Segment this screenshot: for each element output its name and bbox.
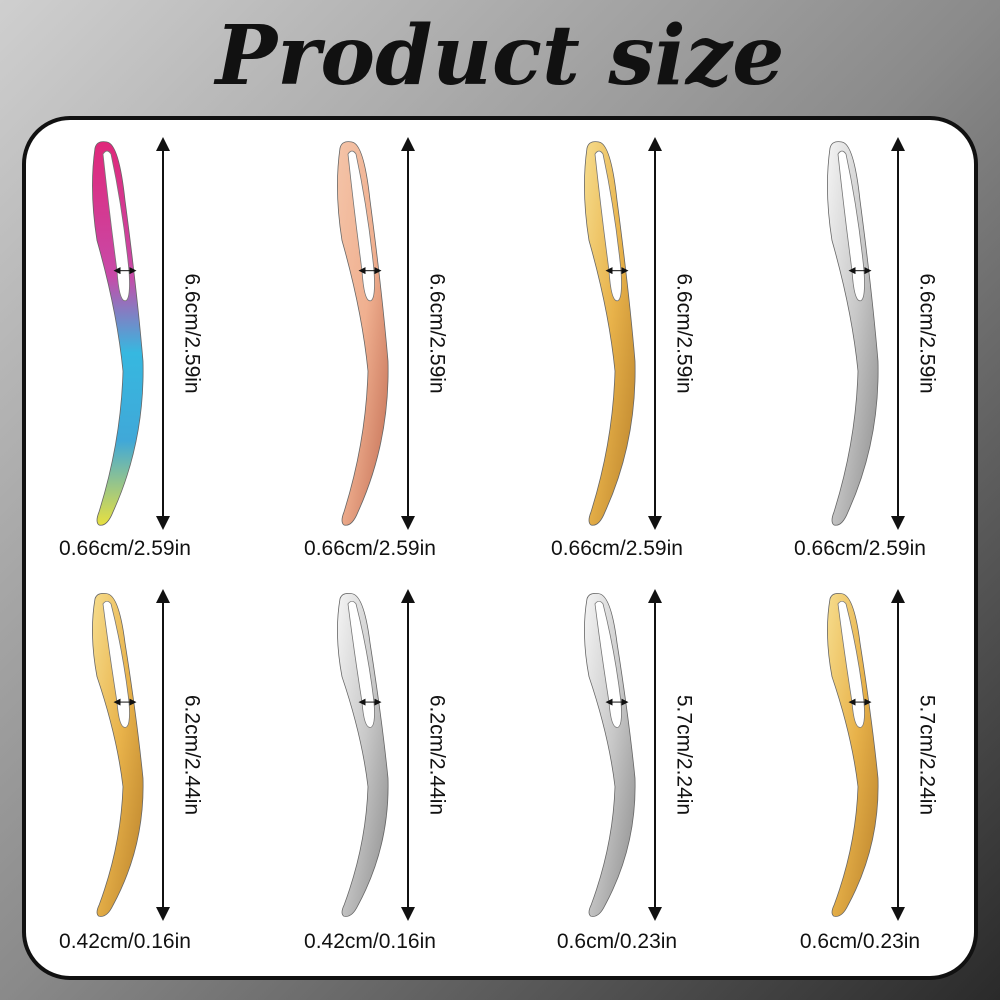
tool-item: 5.7cm/2.24in 0.6cm/0.23in: [557, 589, 695, 953]
title: Product size: [214, 8, 785, 104]
tool-body: [584, 593, 636, 917]
tool-slot: [347, 600, 375, 728]
tool-item: 6.6cm/2.59in 0.66cm/2.59in: [304, 137, 448, 560]
width-label: 0.6cm/0.23in: [800, 930, 920, 953]
tool: [337, 593, 389, 917]
tool-slot: [594, 600, 622, 728]
length-label: 6.6cm/2.59in: [672, 273, 695, 393]
tool-item: 6.6cm/2.59in 0.66cm/2.59in: [551, 137, 695, 560]
tool: [827, 141, 879, 526]
tool-body: [827, 141, 879, 526]
width-label: 0.42cm/0.16in: [304, 930, 436, 953]
tool-item: 6.2cm/2.44in 0.42cm/0.16in: [59, 589, 203, 953]
tool: [92, 593, 144, 917]
tool-slot: [837, 600, 865, 728]
items: 6.6cm/2.59in 0.66cm/2.59in 6.6cm/2.59in 0.6…: [59, 137, 938, 953]
tool-body: [92, 593, 144, 917]
tool-body: [584, 141, 636, 526]
tool-slot: [837, 150, 865, 302]
tool-slot: [102, 600, 130, 728]
tool-slot: [347, 150, 375, 302]
width-label: 0.66cm/2.59in: [59, 537, 191, 560]
tool-slot: [594, 150, 622, 302]
tool-item: 6.6cm/2.59in 0.66cm/2.59in: [59, 137, 203, 560]
tool-item: 6.6cm/2.59in 0.66cm/2.59in: [794, 137, 938, 560]
length-label: 6.2cm/2.44in: [180, 695, 203, 815]
tool-body: [337, 141, 389, 526]
tool-item: 6.2cm/2.44in 0.42cm/0.16in: [304, 589, 448, 953]
length-label: 5.7cm/2.24in: [915, 695, 938, 815]
tool: [584, 593, 636, 917]
width-label: 0.66cm/2.59in: [304, 537, 436, 560]
tool: [337, 141, 389, 526]
width-label: 0.6cm/0.23in: [557, 930, 677, 953]
tool-body: [92, 141, 144, 526]
tool-item: 5.7cm/2.24in 0.6cm/0.23in: [800, 589, 938, 953]
length-label: 6.6cm/2.59in: [425, 273, 448, 393]
tool: [584, 141, 636, 526]
tool-slot: [102, 150, 130, 302]
length-label: 6.6cm/2.59in: [180, 273, 203, 393]
length-label: 6.6cm/2.59in: [915, 273, 938, 393]
panel: [22, 116, 978, 980]
width-label: 0.66cm/2.59in: [794, 537, 926, 560]
length-label: 5.7cm/2.24in: [672, 695, 695, 815]
tool: [92, 141, 144, 526]
length-label: 6.2cm/2.44in: [425, 695, 448, 815]
width-label: 0.42cm/0.16in: [59, 930, 191, 953]
tool-body: [827, 593, 879, 917]
width-label: 0.66cm/2.59in: [551, 537, 683, 560]
tool: [827, 593, 879, 917]
tool-body: [337, 593, 389, 917]
